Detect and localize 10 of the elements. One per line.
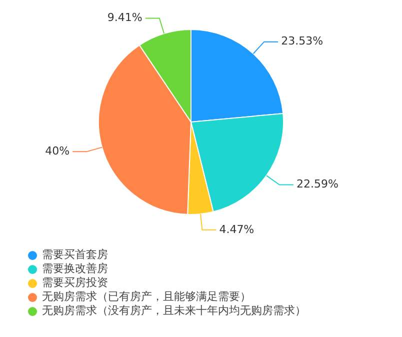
data-label: 4.47%: [219, 222, 254, 236]
data-label: 9.41%: [107, 11, 142, 24]
data-label: 23.53%: [281, 34, 324, 48]
legend-label: 无购房需求（已有房产，且能够满足需要）: [42, 290, 251, 304]
legend-label: 需要买房投资: [42, 276, 108, 290]
legend-label: 需要买首套房: [42, 248, 108, 262]
legend-label: 需要换改善房: [42, 262, 108, 276]
data-label: 40%: [45, 144, 70, 158]
legend-label: 无购房需求（没有房产，且未来十年内均无购房需求）: [42, 304, 306, 318]
data-label: 22.59%: [296, 178, 338, 191]
